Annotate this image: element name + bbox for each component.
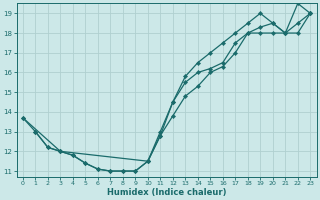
X-axis label: Humidex (Indice chaleur): Humidex (Indice chaleur) — [107, 188, 226, 197]
